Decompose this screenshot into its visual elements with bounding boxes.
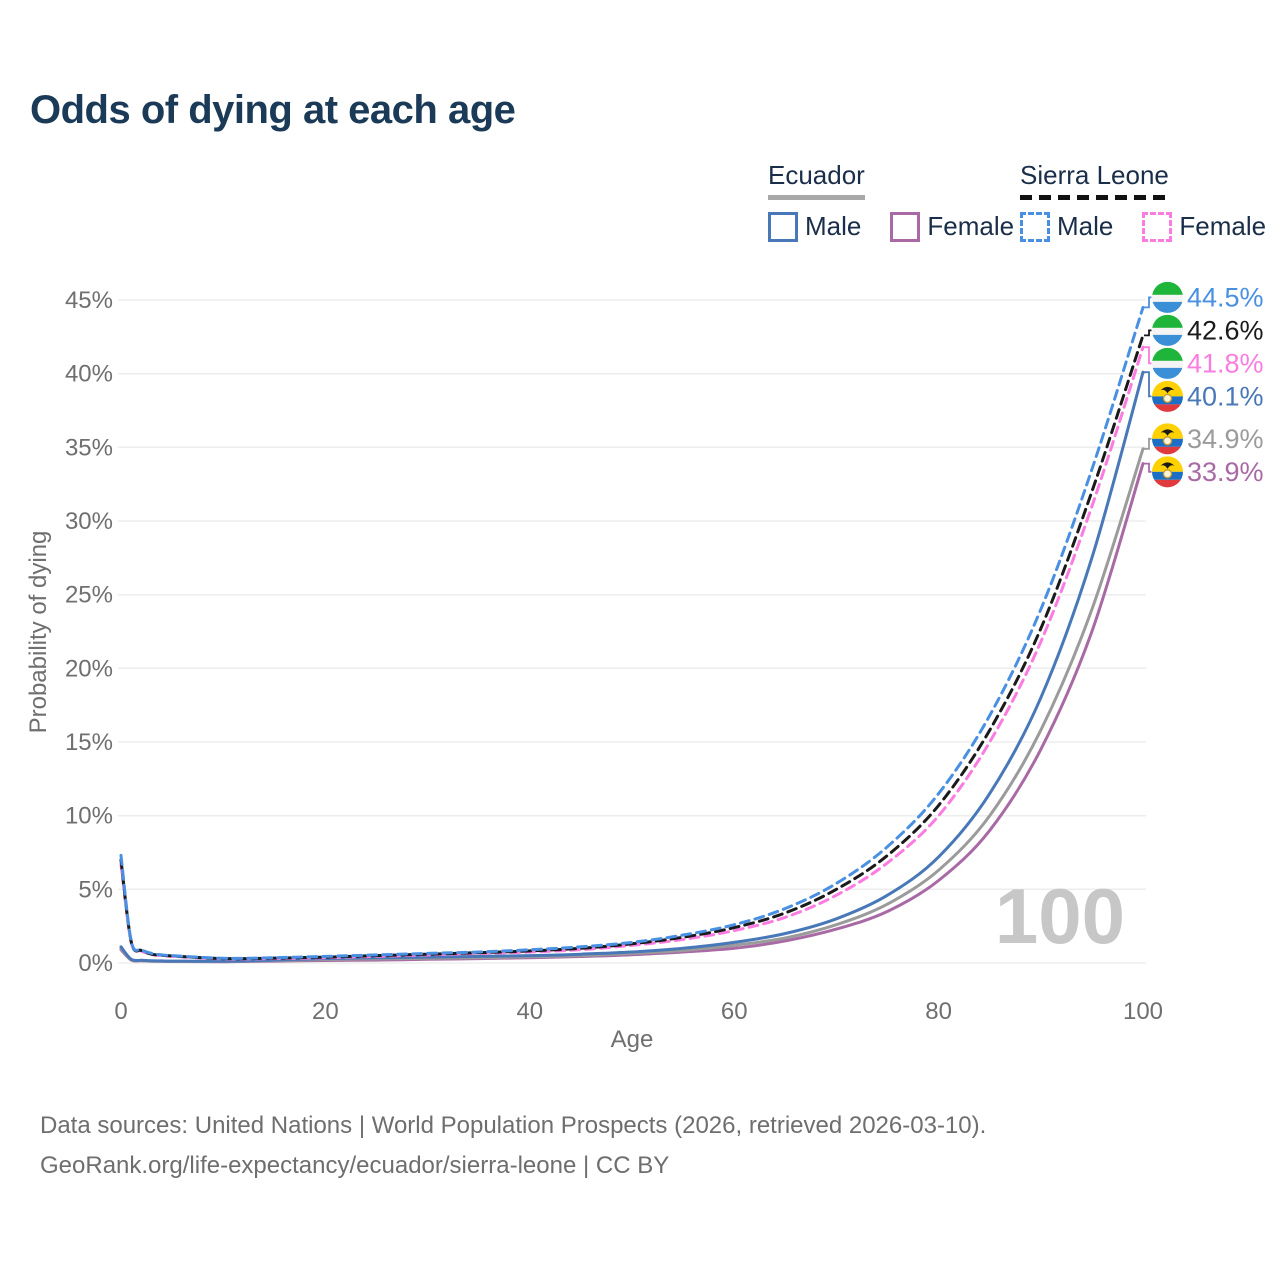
y-tick-label: 45% — [65, 287, 113, 314]
y-tick-label: 15% — [65, 729, 113, 756]
end-value-label: 40.1% — [1187, 381, 1264, 411]
legend-group-ecuador-title: Ecuador — [768, 160, 865, 190]
series-line-sierra-leone-female — [119, 345, 1145, 961]
legend-swatch-sierra-leone-female[interactable] — [1142, 211, 1173, 242]
end-connector — [1144, 346, 1152, 365]
series-line-ecuador-male — [119, 370, 1145, 963]
x-tick-label: 20 — [312, 998, 339, 1025]
x-tick-label: 100 — [1123, 998, 1163, 1025]
end-connector — [1144, 462, 1152, 473]
x-axis-title: Age — [611, 1026, 654, 1053]
legend: Ecuador Male Female Sierra Leone Male Fe… — [0, 0, 1280, 260]
y-tick-label: 25% — [65, 582, 113, 609]
legend-group-ecuador: Ecuador Male Female — [768, 160, 1043, 242]
legend-swatch-sierra-leone-male[interactable] — [1020, 211, 1050, 242]
y-tick-label: 20% — [65, 655, 113, 682]
y-tick-label: 0% — [78, 950, 113, 977]
flag-icon-sierra-leone — [1152, 314, 1183, 346]
legend-label-sierra-leone-female[interactable]: Female — [1179, 211, 1267, 241]
flag-icon-sierra-leone — [1152, 347, 1183, 379]
end-value-label: 34.9% — [1187, 424, 1264, 454]
y-axis-title: Probability of dying — [25, 531, 52, 734]
x-tick-label: 60 — [721, 998, 748, 1025]
end-value-label: 44.5% — [1187, 282, 1264, 312]
legend-label-sierra-leone-male[interactable]: Male — [1057, 211, 1114, 241]
end-connector — [1144, 437, 1152, 450]
legend-label-ecuador-male[interactable]: Male — [805, 211, 862, 241]
y-tick-label: 30% — [65, 508, 113, 535]
end-value-label: 33.9% — [1187, 457, 1264, 487]
flag-icon-ecuador — [1152, 423, 1183, 455]
legend-group-sierra-leone: Sierra Leone Male Female — [1020, 160, 1280, 242]
legend-swatch-ecuador-male[interactable] — [768, 211, 798, 242]
y-tick-label: 5% — [78, 876, 113, 903]
legend-label-ecuador-female[interactable]: Female — [927, 211, 1015, 241]
flag-icon-ecuador — [1152, 456, 1183, 488]
x-tick-label: 0 — [114, 998, 127, 1025]
end-value-label: 41.8% — [1187, 348, 1264, 378]
end-connector — [1144, 329, 1152, 337]
chart-footer: Data sources: United Nations | World Pop… — [40, 1106, 986, 1186]
x-tick-label: 80 — [925, 998, 952, 1025]
end-value-label: 42.6% — [1187, 315, 1264, 345]
footer-data-sources: Data sources: United Nations | World Pop… — [40, 1112, 987, 1139]
legend-underline-ecuador — [768, 195, 865, 200]
end-connector — [1144, 296, 1152, 309]
legend-swatch-ecuador-female[interactable] — [890, 211, 921, 242]
legend-underline-sierra-leone — [1020, 195, 1166, 200]
series-line-sierra-leone-both — [119, 333, 1145, 961]
series-line-ecuador-both — [119, 447, 1145, 964]
flag-icon-sierra-leone — [1152, 281, 1183, 313]
flag-icon-ecuador — [1152, 380, 1183, 412]
chart-title: Odds of dying at each age — [30, 88, 516, 132]
y-tick-label: 35% — [65, 434, 113, 461]
watermark: 100 — [995, 872, 1125, 960]
end-connector — [1144, 371, 1152, 398]
x-tick-label: 40 — [516, 998, 543, 1025]
legend-group-sierra-leone-title: Sierra Leone — [1020, 160, 1169, 190]
series-line-sierra-leone-male — [119, 305, 1145, 960]
y-tick-label: 10% — [65, 803, 113, 830]
footer-attribution: GeoRank.org/life-expectancy/ecuador/sier… — [40, 1152, 670, 1179]
y-tick-label: 40% — [65, 361, 113, 388]
